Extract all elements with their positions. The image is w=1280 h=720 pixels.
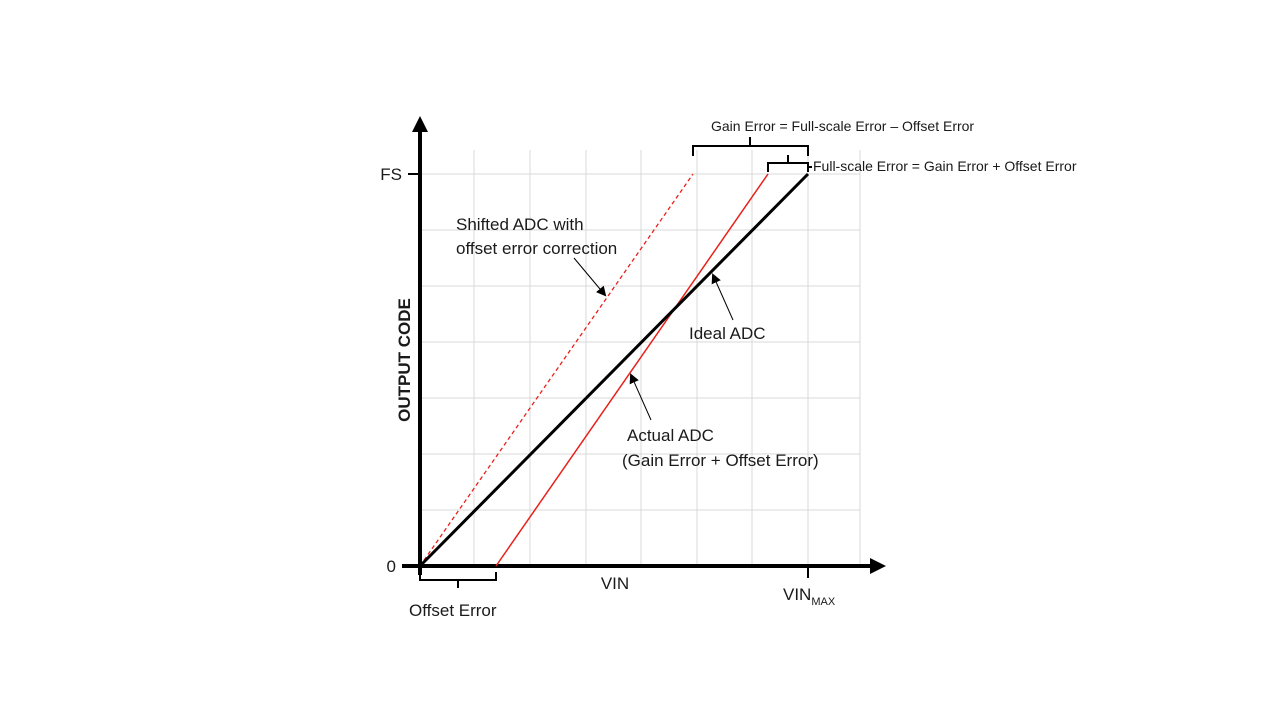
ideal-pointer-arrow	[711, 273, 734, 321]
y-axis-label: OUTPUT CODE	[395, 298, 414, 422]
offset-error-label: Offset Error	[409, 601, 497, 620]
grid	[420, 150, 861, 565]
ideal-adc-label: Ideal ADC	[689, 324, 766, 343]
shifted-adc-label-line1: Shifted ADC with	[456, 215, 584, 234]
actual-adc-line	[495, 173, 769, 567]
vin-max-subscript: MAX	[811, 596, 836, 608]
full-scale-error-formula: Full-scale Error = Gain Error + Offset E…	[813, 158, 1077, 174]
actual-adc-label-line1: Actual ADC	[627, 426, 714, 445]
actual-pointer-arrow	[629, 373, 652, 421]
gain-error-bracket	[692, 137, 809, 156]
gain-error-formula: Gain Error = Full-scale Error – Offset E…	[711, 118, 974, 134]
actual-adc-label-line2: (Gain Error + Offset Error)	[622, 451, 819, 470]
vin-max-label: VINMAX	[783, 585, 836, 608]
ideal-adc-line	[418, 172, 810, 568]
offset-error-bracket	[419, 572, 497, 588]
y-tick-zero-label: 0	[387, 557, 396, 576]
shifted-adc-label-line2: offset error correction	[456, 239, 617, 258]
full-scale-error-bracket	[767, 155, 812, 172]
vin-max-main: VIN	[783, 585, 811, 604]
y-tick-fs-label: FS	[380, 165, 402, 184]
x-axis-label: VIN	[601, 574, 629, 593]
shifted-adc-line	[419, 173, 694, 567]
x-axis-arrow	[870, 558, 886, 574]
y-axis-arrow	[412, 116, 428, 132]
shifted-pointer-arrow	[573, 257, 607, 297]
